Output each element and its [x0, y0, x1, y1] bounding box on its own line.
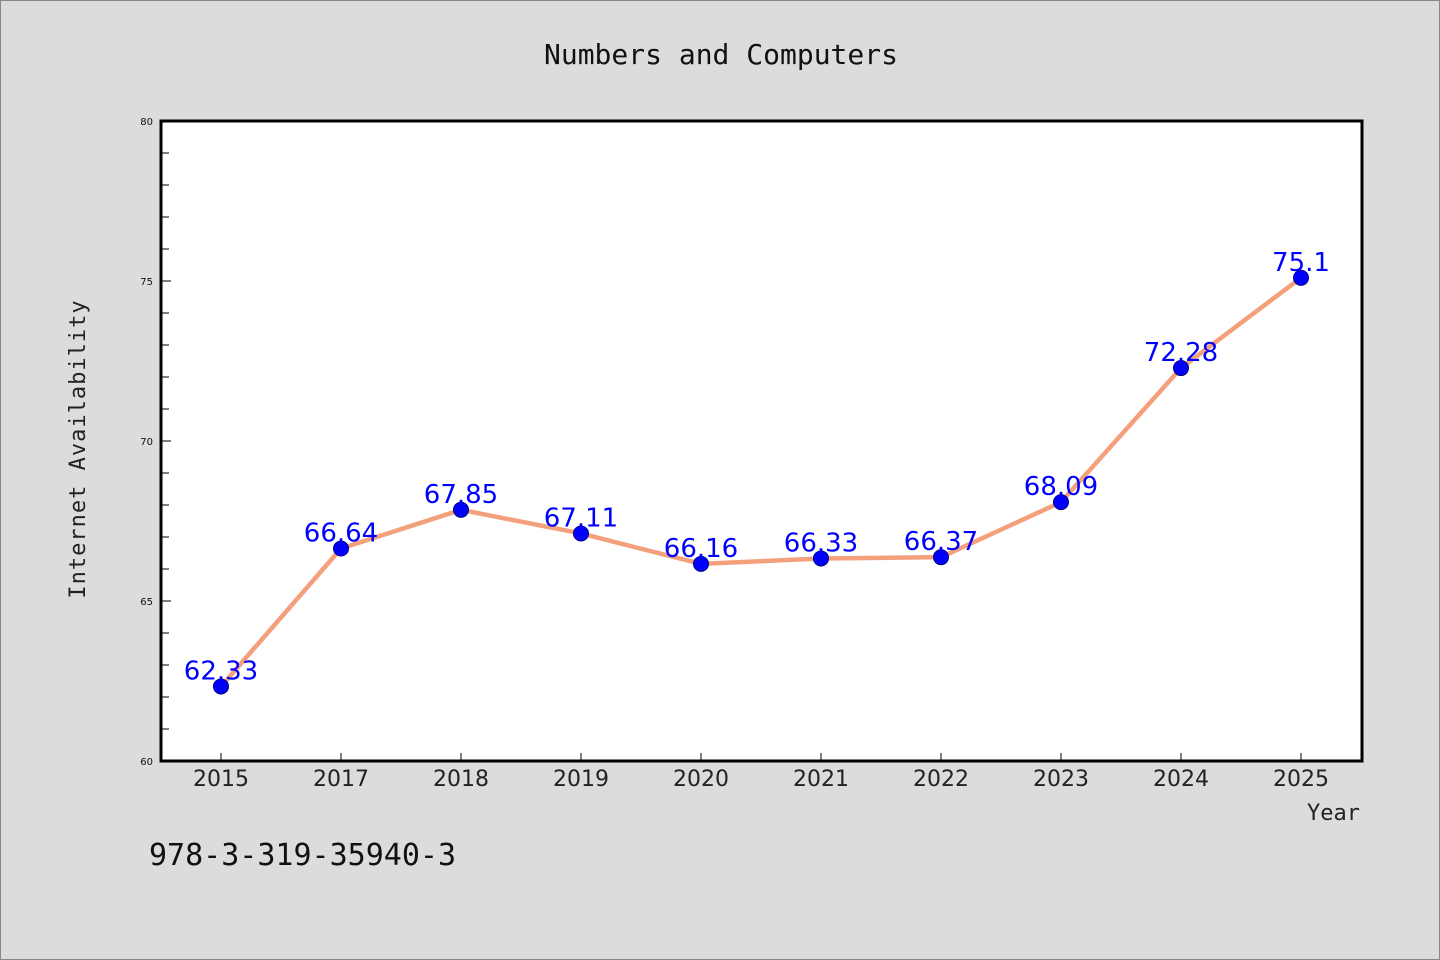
data-point	[813, 550, 829, 567]
data-point	[573, 525, 589, 542]
data-point	[933, 549, 949, 566]
data-point	[1293, 269, 1309, 286]
plot-area	[159, 119, 1364, 763]
x-tick-label: 2021	[793, 767, 849, 792]
x-axis: 2015 2017 2018 2019 2020 2021 2022 2023 2024 2025	[193, 753, 1329, 792]
x-tick-label: 2017	[313, 767, 369, 792]
y-tick-label: 60	[140, 757, 153, 768]
data-point	[693, 555, 709, 572]
data-point	[1173, 360, 1189, 377]
x-tick-label: 2020	[673, 767, 729, 792]
series-markers	[213, 269, 1309, 695]
data-label: 75.1	[1272, 248, 1330, 278]
data-label: 66.64	[304, 519, 378, 549]
chart-title: Numbers and Computers	[544, 38, 898, 71]
x-tick-label: 2025	[1273, 767, 1329, 792]
data-point	[333, 540, 349, 557]
data-label: 66.37	[904, 527, 978, 557]
data-label: 66.16	[664, 534, 738, 564]
footnote: 978-3-319-35940-3	[149, 838, 456, 873]
data-labels: 62.33 66.64 67.85 67.11 66.16 66.33 66.37 68.09…	[184, 248, 1330, 687]
data-label: 67.11	[544, 503, 618, 533]
data-label: 62.33	[184, 656, 258, 686]
data-point	[213, 678, 229, 695]
x-tick-label: 2024	[1153, 767, 1209, 792]
y-tick-label: 70	[140, 437, 153, 448]
x-tick-label: 2019	[553, 767, 609, 792]
data-label: 68.09	[1024, 472, 1098, 502]
y-tick-label: 75	[140, 277, 153, 288]
data-label: 66.33	[784, 528, 858, 558]
x-tick-label: 2018	[433, 767, 489, 792]
x-axis-label: Year	[1307, 801, 1360, 826]
y-tick-label: 80	[140, 117, 153, 128]
y-axis: 60 65 70 75 80	[140, 117, 171, 768]
y-axis-label: Internet Availability	[66, 299, 91, 598]
x-tick-label: 2015	[193, 767, 249, 792]
data-point	[1053, 494, 1069, 511]
x-tick-label: 2023	[1033, 767, 1089, 792]
data-point	[453, 501, 469, 518]
data-label: 72.28	[1144, 338, 1218, 368]
x-tick-label: 2022	[913, 767, 969, 792]
data-label: 67.85	[424, 480, 498, 510]
y-tick-label: 65	[140, 597, 153, 608]
series-line	[219, 276, 1303, 688]
